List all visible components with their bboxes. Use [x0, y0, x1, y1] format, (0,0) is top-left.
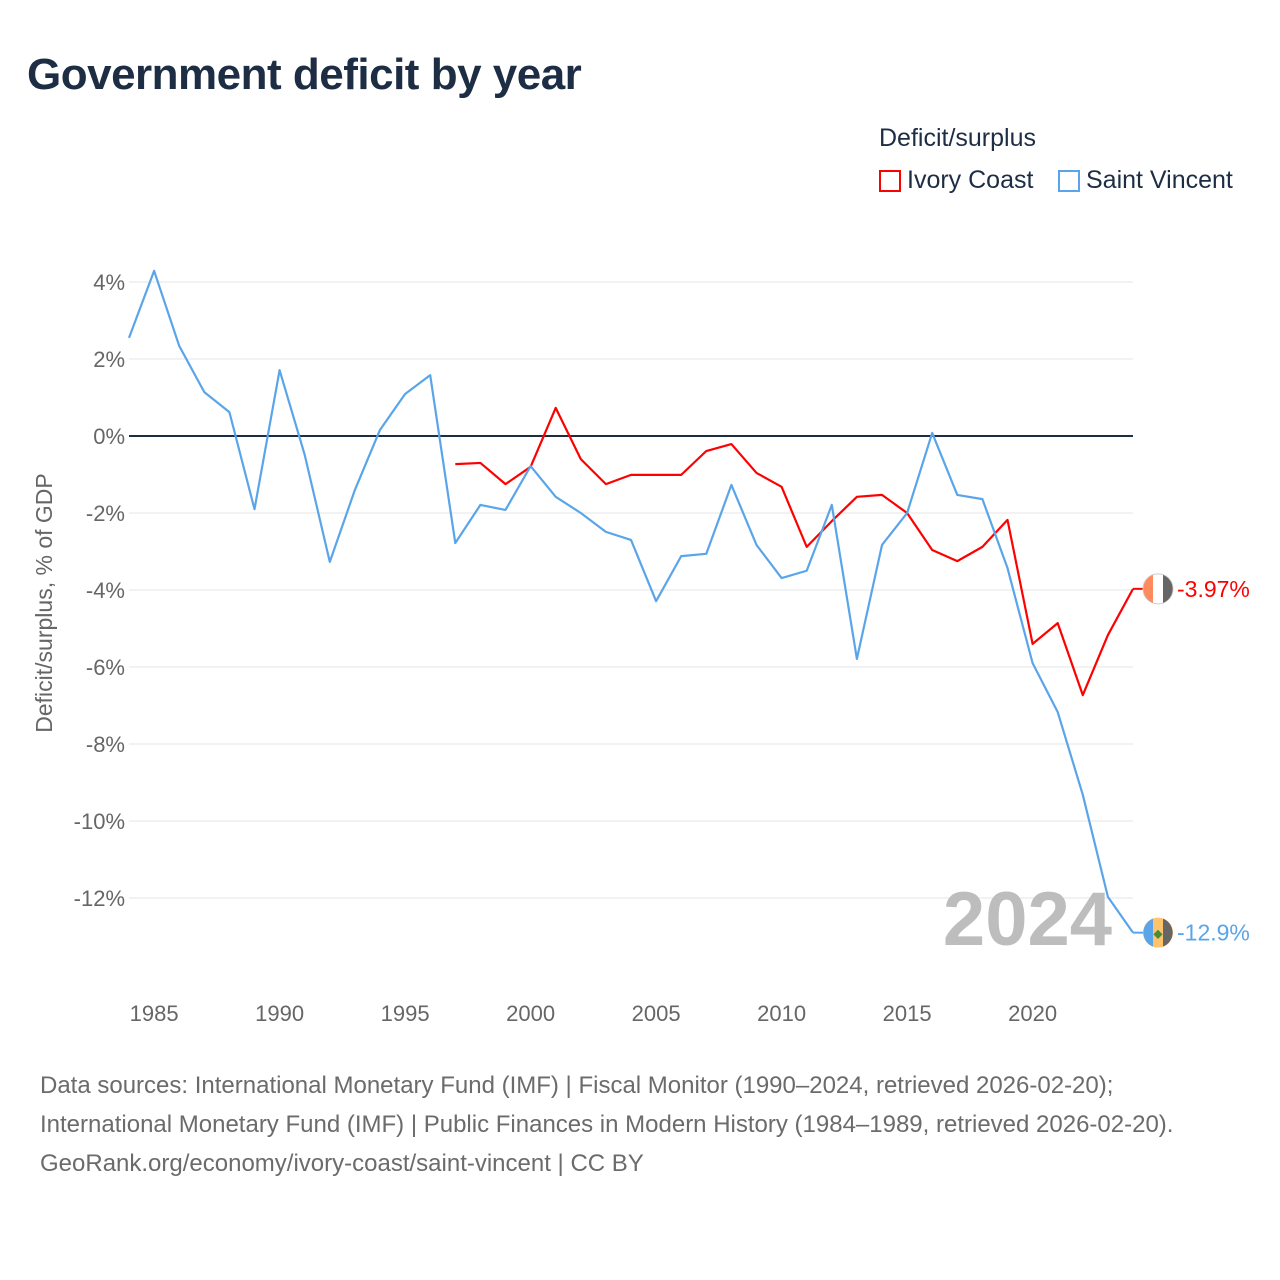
- y-tick-label: -4%: [86, 578, 125, 603]
- y-tick-label: 4%: [93, 270, 125, 295]
- source-link[interactable]: GeoRank.org/economy/ivory-coast/saint-vi…: [40, 1150, 644, 1177]
- line-chart: 4% 2% 0% -2% -4% -6% -8% -10% -12% 1985 1990 1995 20…: [31, 269, 1250, 1026]
- end-value-label: -12.9%: [1177, 920, 1250, 946]
- y-tick-label: -6%: [86, 655, 125, 680]
- end-value-label: -3.97%: [1177, 576, 1250, 602]
- flag-stripe: [1143, 574, 1153, 603]
- flag-diamonds: ◆: [1153, 927, 1163, 941]
- flag-stripe: [1163, 574, 1173, 603]
- series-line-ivory-coast: [455, 406, 1134, 697]
- x-tick-label: 1985: [130, 1001, 179, 1026]
- x-tick-label: 2000: [506, 1001, 555, 1026]
- source-note: Data sources: International Monetary Fun…: [40, 1066, 1240, 1183]
- y-tick-label: -8%: [86, 732, 125, 757]
- flag-stripe: [1163, 918, 1173, 947]
- legend-item-ivory-coast[interactable]: Ivory Coast: [879, 166, 1033, 195]
- legend-label: Ivory Coast: [907, 166, 1034, 194]
- y-tick-label: -10%: [74, 809, 125, 834]
- x-tick-label: 2005: [632, 1001, 681, 1026]
- series-line-saint-vincent: [127, 269, 1134, 934]
- legend-title: Deficit/surplus: [879, 124, 1036, 152]
- chart-title: Government deficit by year: [27, 50, 582, 99]
- y-tick-label: 2%: [93, 347, 125, 372]
- year-watermark: 2024: [943, 877, 1112, 962]
- x-tick-label: 2010: [757, 1001, 806, 1026]
- x-tick-label: 2020: [1008, 1001, 1057, 1026]
- y-tick-label: 0%: [93, 424, 125, 449]
- source-line: International Monetary Fund (IMF) | Publ…: [40, 1111, 1174, 1138]
- legend-label: Saint Vincent: [1086, 166, 1233, 194]
- x-tick-label: 1995: [381, 1001, 430, 1026]
- legend-item-saint-vincent[interactable]: Saint Vincent: [1058, 166, 1233, 195]
- legend-swatch: [1058, 169, 1080, 192]
- x-tick-label: 2015: [883, 1001, 932, 1026]
- y-tick-label: -12%: [74, 886, 125, 911]
- legend-swatch: [879, 169, 901, 192]
- y-axis-label: Deficit/surplus, % of GDP: [31, 473, 57, 732]
- flag-stripe: [1143, 918, 1153, 947]
- y-tick-label: -2%: [86, 501, 125, 526]
- x-tick-label: 1990: [255, 1001, 304, 1026]
- source-line: Data sources: International Monetary Fun…: [40, 1072, 1114, 1099]
